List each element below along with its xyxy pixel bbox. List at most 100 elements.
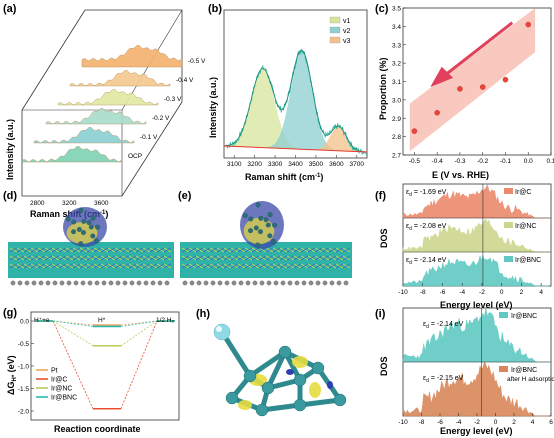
lattice-bond — [293, 255, 302, 261]
x-axis-label: Reaction coordinate — [54, 424, 141, 434]
lattice-bond — [16, 263, 25, 269]
data-point — [502, 76, 509, 83]
d-band-center: εd = -2.15 eV — [423, 375, 464, 384]
xtick-label: -4 — [456, 419, 462, 426]
xtick-label: -8 — [420, 289, 426, 296]
lattice-bond — [37, 255, 46, 261]
lattice-bond — [188, 247, 197, 253]
panel-a: (a) -0.5 V -0.4 V -0.3 V -0.2 V -0.1 V OCP 28… — [3, 3, 206, 219]
d-band-center: εd = -2.14 eV — [423, 321, 464, 330]
panel-label-h: (h) — [196, 308, 210, 320]
lattice-bond — [314, 255, 323, 261]
atom — [294, 280, 300, 286]
xtick-label: -0.1 — [500, 158, 512, 165]
lattice-bond — [286, 247, 295, 253]
charge-density-yellow — [309, 382, 321, 398]
d-band-center: εd = -1.69 eV — [406, 189, 447, 198]
ir-bond — [219, 330, 253, 378]
lattice-bond — [265, 247, 274, 253]
ir-atom — [90, 215, 96, 221]
legend-swatch — [499, 366, 508, 372]
dos-plot: εd = -1.69 eV Ir@C εd = -2.08 eV Ir@NC εd = … — [398, 184, 551, 296]
y-axis-label: Proportion (%) — [378, 58, 388, 121]
h-atom-highlight — [216, 326, 222, 332]
trace-labels: -0.5 V -0.4 V -0.3 V -0.2 V -0.1 V OCP — [128, 58, 206, 160]
lattice-bond — [188, 255, 197, 261]
lattice-bond — [244, 263, 253, 269]
ir-atom — [243, 369, 257, 383]
lattice-bond — [23, 247, 32, 253]
xtick-label: 3500 — [309, 161, 324, 168]
lattice-bond — [86, 255, 95, 261]
trace-label: -0.4 V — [176, 77, 194, 84]
lattice-bond — [72, 255, 81, 261]
lattice-bond — [181, 255, 190, 261]
plot-frame — [30, 311, 180, 421]
lattice-bond — [223, 263, 232, 269]
ytick-label: 2.8 — [392, 134, 401, 141]
connector — [120, 320, 158, 347]
ir-atom — [293, 373, 307, 387]
atom — [150, 280, 156, 286]
data-point — [434, 109, 440, 116]
legend-v1: v1 — [343, 18, 351, 25]
panel-label-d2: (d) — [3, 190, 17, 202]
ytick-label: -1.5 — [18, 386, 30, 393]
lattice-bond — [30, 247, 39, 253]
atom — [45, 280, 51, 286]
panel-label-b: (b) — [208, 3, 222, 15]
ytick-label: 2.7 — [392, 153, 401, 160]
lattice-bond — [279, 263, 288, 269]
lattice-bond — [65, 263, 74, 269]
ir-atom — [255, 242, 261, 248]
xtick-label: -10 — [398, 419, 408, 426]
lattice-bond — [121, 263, 130, 269]
xtick-label: 0 — [494, 419, 498, 426]
ir-atom — [78, 207, 84, 213]
lattice-bond — [258, 255, 267, 261]
ir-atom — [272, 222, 278, 228]
ytick-label: 3.2 — [392, 61, 401, 68]
lattice-bond — [216, 247, 225, 253]
lattice-bond — [188, 263, 197, 269]
panel-label-f: (f) — [375, 190, 386, 202]
ir-atom — [81, 218, 87, 224]
lattice-bond — [335, 247, 344, 253]
legend-label: Ir@NC — [51, 386, 73, 393]
ir-atom — [253, 225, 259, 231]
lattice-bond — [163, 263, 172, 269]
atom — [129, 280, 135, 286]
lattice-bond — [195, 255, 204, 261]
ir-atom — [242, 213, 248, 219]
atom — [238, 280, 244, 286]
panel-d: (d) . (d) — [3, 190, 174, 286]
connector — [52, 320, 94, 326]
lattice-bond — [342, 255, 351, 261]
ytick-label: 3.4 — [392, 24, 401, 31]
atom — [80, 280, 86, 286]
lattice-bond — [16, 247, 25, 253]
atom — [245, 280, 251, 286]
raman-traces — [21, 44, 183, 163]
lattice-bond — [58, 255, 67, 261]
y-axis-label: DOS — [379, 228, 389, 248]
x-axis-label: Energy level (eV) — [440, 426, 513, 436]
atom — [38, 280, 44, 286]
lattice-bond — [51, 247, 60, 253]
panel-label-g: (g) — [3, 307, 17, 319]
lattice-bond — [135, 247, 144, 253]
lattice-bond — [121, 247, 130, 253]
lattice-bond — [230, 247, 239, 253]
trace-area — [21, 145, 123, 163]
legend-label: Ir@BNC — [51, 395, 77, 402]
trace-label: -0.3 V — [164, 96, 182, 103]
ir-atom — [225, 391, 239, 405]
trace-label: -0.5 V — [188, 58, 206, 65]
panel-c: (c) -0.5 -0.4 -0.3 -0.2 -0.1 0.0 0.1 2.7 2.8 2.9 3… — [375, 3, 554, 180]
ytick-label: 3.3 — [392, 42, 401, 49]
lattice-bond — [93, 247, 102, 253]
lattice-bond — [72, 263, 81, 269]
ir-atom — [88, 224, 94, 230]
lattice-bond — [44, 247, 53, 253]
